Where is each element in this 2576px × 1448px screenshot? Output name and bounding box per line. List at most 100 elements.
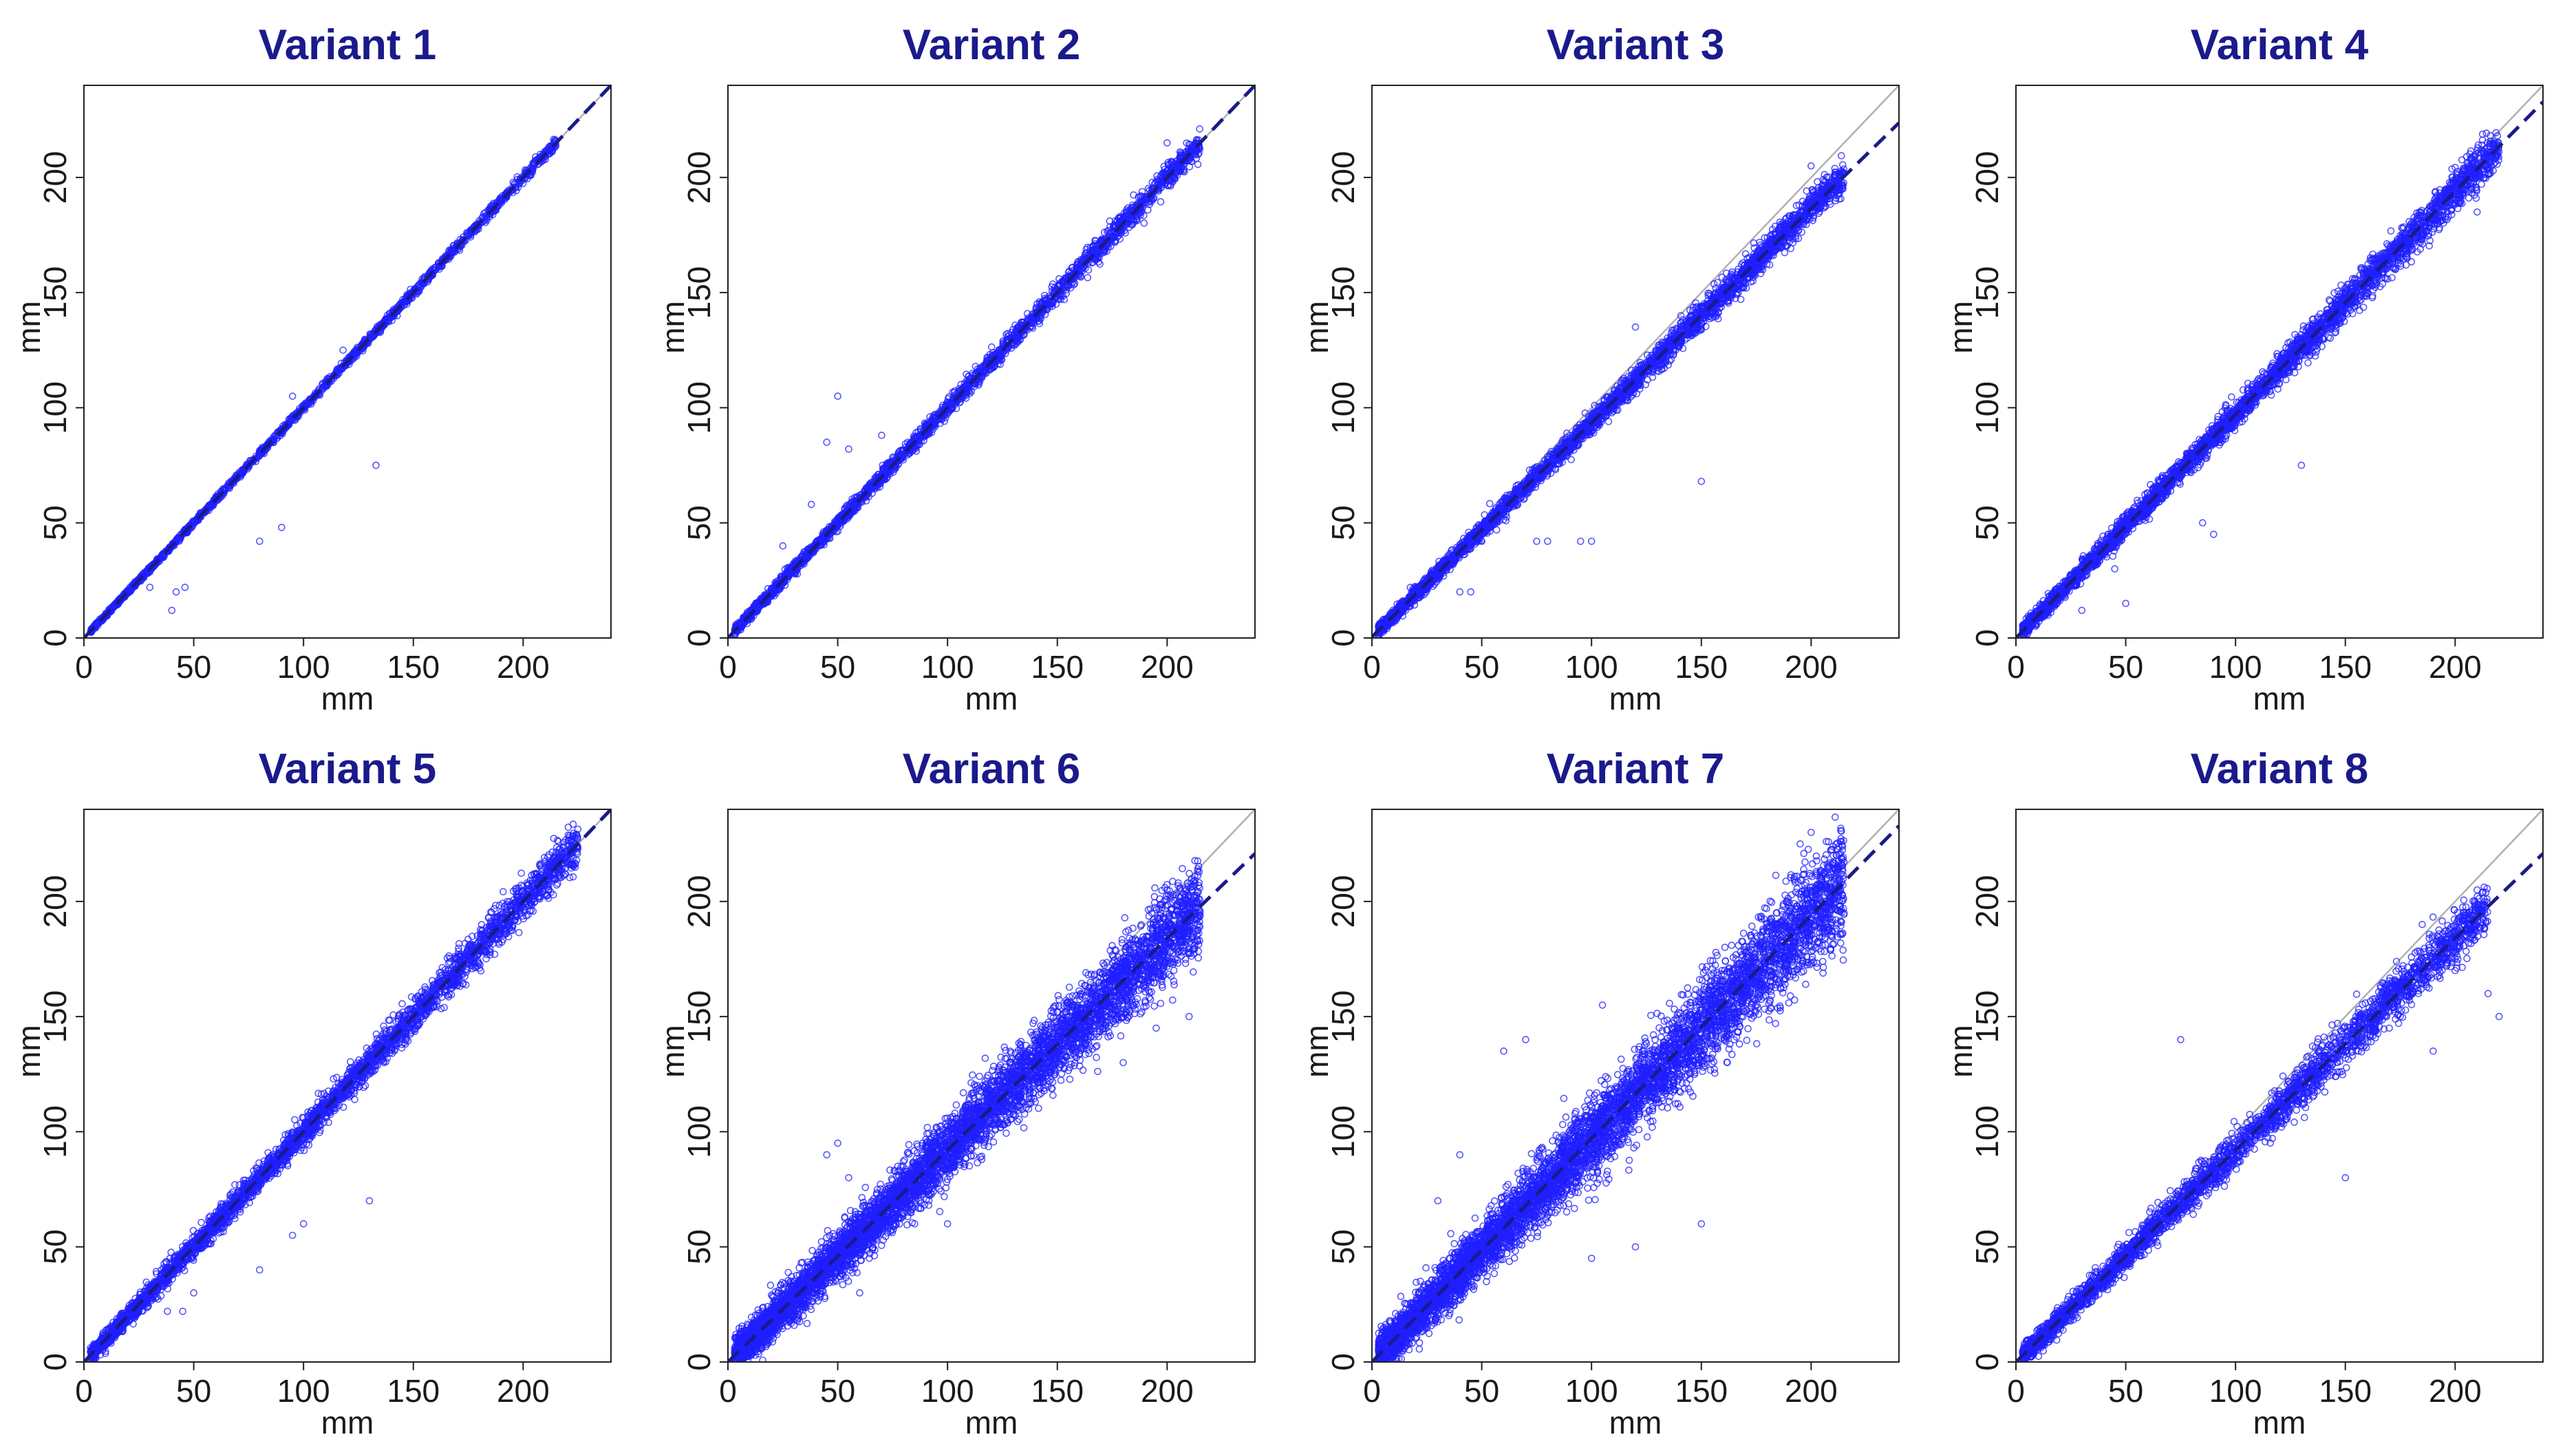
data-point [743,619,751,628]
data-point [1130,191,1137,199]
data-point [1132,216,1140,224]
outlier-point [779,542,787,550]
data-point [227,479,235,487]
data-point [1137,211,1145,219]
data-point [1173,171,1181,179]
data-point [482,213,490,221]
data-point [528,162,537,169]
outlier-point [1163,139,1171,147]
outlier-point [255,537,264,545]
y-tick-label: 100 [37,381,73,434]
data-point [1084,266,1093,274]
data-point [1139,193,1146,200]
outlier-point [878,432,886,439]
data-point [1171,175,1179,183]
chart-panel-1: Variant 1 0 50 100 150 200 0 50 100 150 200 mm mm [0,0,644,724]
data-point [1094,248,1102,255]
data-point [321,381,329,390]
y-tick-label: 150 [681,266,717,319]
data-point [1110,221,1118,228]
x-tick-label: 50 [176,649,211,685]
data-point [1139,211,1148,220]
data-point [876,474,884,482]
data-point [189,517,197,525]
data-point [1084,274,1092,281]
chart-title: Variant 3 [1547,21,1724,69]
data-point [962,394,970,402]
x-tick-label: 100 [921,649,974,685]
data-point [736,621,744,630]
data-point [1011,329,1019,337]
data-point [495,199,503,206]
chart-panel-2: Variant 2 0 50 100 150 200 0 50 100 150 200 mm mm [644,0,1288,724]
data-point [1101,247,1109,255]
data-point [854,504,862,511]
data-point [307,395,315,403]
data-point [1677,312,1685,320]
outlier-point [823,438,830,446]
data-point [125,586,132,594]
data-point [767,586,775,594]
chart-title: Variant 2 [903,21,1080,69]
data-point [497,194,504,202]
data-point [1041,295,1049,302]
y-tick-label: 50 [37,505,73,540]
outlier-point [146,584,154,591]
data-point [207,500,215,508]
data-point [745,611,753,619]
data-point [1122,206,1130,214]
data-point [1020,330,1028,339]
data-point [848,495,856,503]
data-point [155,555,163,563]
data-point [1167,158,1175,165]
data-point [478,214,486,222]
y-tick-label: 200 [37,151,73,204]
plot-frame [83,85,612,639]
outlier-point [339,346,347,354]
data-point [1122,209,1130,217]
x-tick-label: 50 [820,649,855,685]
data-point [202,507,210,514]
data-point [402,297,410,306]
data-point [176,533,184,542]
scatter-points [87,136,560,637]
data-point [872,473,880,481]
data-point [1191,145,1199,153]
data-point [1011,341,1018,350]
data-point [160,551,168,559]
data-point [943,398,952,406]
data-point [1015,329,1023,337]
fit-line [728,85,1255,638]
data-point [545,147,553,154]
data-point [938,416,945,424]
data-point [1080,261,1088,269]
data-point [367,332,376,340]
data-point [343,358,352,366]
data-point [1029,324,1037,332]
data-point [1073,261,1082,269]
outlier-point [288,392,297,401]
data-point [193,516,200,524]
data-point [997,348,1005,356]
data-point [1117,215,1124,222]
data-point [1176,148,1184,156]
data-point [1196,145,1204,153]
y-tick-label: 100 [681,381,717,434]
data-point [782,573,791,581]
data-point [327,375,335,383]
data-point [436,260,444,268]
data-point [287,416,295,425]
x-tick-label: 200 [1141,649,1194,685]
data-point [815,537,824,546]
data-point [1150,180,1159,188]
data-point [1128,220,1135,228]
data-point [1192,136,1201,144]
data-point [967,387,976,396]
y-axis-label: mm [655,301,691,354]
data-point [771,592,778,600]
chart-panel-3: Variant 3 0 50 100 150 200 0 50 100 150 200 mm mm [1288,0,1932,724]
